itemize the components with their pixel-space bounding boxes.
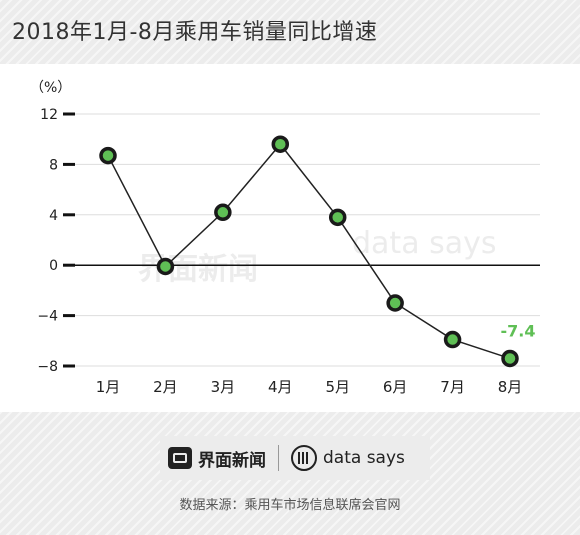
marker-layer <box>99 135 519 368</box>
x-tick-label: 2月 <box>153 378 178 396</box>
x-tick-label: 1月 <box>96 378 121 396</box>
datasays-logo: data says <box>291 445 405 471</box>
watermark-jiemian: 界面新闻 <box>138 252 258 287</box>
header-band <box>0 0 580 64</box>
jiemian-logo-icon <box>168 447 192 469</box>
chart-svg: 界面新闻 data says 12 8 4 0 −4 −8 （%） 1月 2月 3月 4月 5月 6月 7月… <box>30 80 540 396</box>
chart-title: 2018年1月-8月乘用车销量同比增速 <box>12 20 378 45</box>
data-point <box>99 146 117 165</box>
datasays-logo-text: data says <box>323 448 405 468</box>
y-tick-label: 0 <box>49 258 58 274</box>
y-tick-label: −8 <box>37 359 58 375</box>
data-point <box>443 330 462 349</box>
line-layer <box>107 143 511 360</box>
grid-layer <box>75 113 540 367</box>
x-tick-label: 3月 <box>211 378 236 396</box>
data-point <box>214 203 232 222</box>
watermark-layer: 界面新闻 data says <box>138 226 497 287</box>
x-tick-label: 6月 <box>383 378 408 396</box>
y-tick-label: 4 <box>49 208 58 224</box>
watermark-datasays: data says <box>352 226 497 261</box>
source-note: 数据来源：乘用车市场信息联席会官网 <box>179 498 401 513</box>
y-tick-label: −4 <box>37 309 58 325</box>
y-axis-unit-label: （%） <box>30 80 71 96</box>
label-layer: -7.4 <box>501 321 536 340</box>
x-tick-label: 5月 <box>325 378 350 396</box>
data-point <box>328 208 347 227</box>
datasays-logo-icon <box>291 445 317 471</box>
jiemian-logo-text: 界面新闻 <box>198 450 266 471</box>
y-tick-label: 12 <box>40 107 58 123</box>
data-point <box>386 294 404 312</box>
y-tick-label: 8 <box>49 157 58 173</box>
data-point <box>156 257 175 276</box>
data-point <box>501 349 519 368</box>
x-tick-label: 7月 <box>440 378 465 396</box>
series-line <box>107 143 511 360</box>
jiemian-logo: 界面新闻 <box>168 446 266 471</box>
x-tick-label: 4月 <box>268 378 293 396</box>
data-point <box>271 135 290 153</box>
brand-row: 界面新闻 data says <box>160 436 430 480</box>
axis-layer: 12 8 4 0 −4 −8 （%） 1月 2月 3月 4月 5月 6月 7月 8月 <box>30 80 540 396</box>
data-label: -7.4 <box>501 321 536 340</box>
chart-area: 界面新闻 data says 12 8 4 0 −4 −8 （%） 1月 2月 3月 4月 5月 6月 7月… <box>0 64 580 412</box>
x-tick-label: 8月 <box>498 378 523 396</box>
brand-divider <box>278 445 279 471</box>
